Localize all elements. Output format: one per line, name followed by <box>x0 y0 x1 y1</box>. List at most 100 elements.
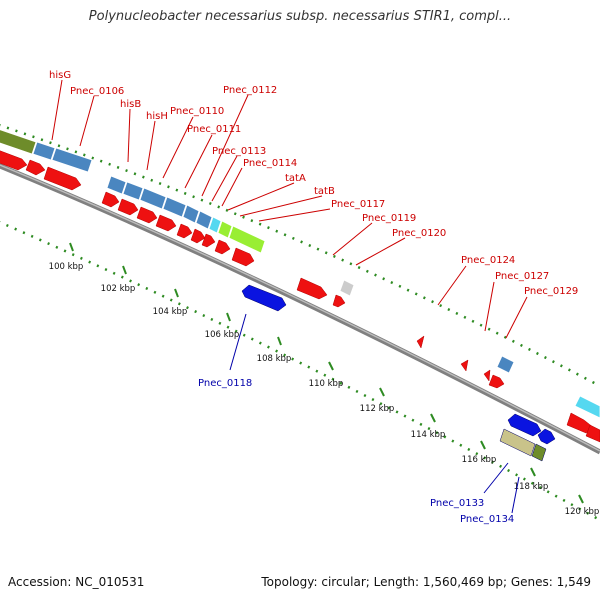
gene-label[interactable]: Pnec_0106 <box>70 86 124 97</box>
feature-box[interactable] <box>162 196 187 218</box>
forward-gene-arrow[interactable] <box>155 214 177 232</box>
label-leader <box>355 237 406 266</box>
scale-tick <box>328 361 334 371</box>
scale-label: 120 kbp <box>565 507 600 517</box>
label-leader <box>127 108 131 163</box>
forward-gene-arrow[interactable] <box>201 233 216 248</box>
genome-summary-label: Topology: circular; Length: 1,560,469 bp… <box>261 575 591 589</box>
forward-gene-arrow[interactable] <box>488 374 505 389</box>
gene-label[interactable]: Pnec_0117 <box>331 199 385 210</box>
feature-box[interactable] <box>228 225 266 254</box>
reverse-feature-box[interactable] <box>531 443 547 462</box>
gene-label[interactable]: hisB <box>120 99 141 110</box>
label-leader <box>79 95 95 147</box>
scale-ticks <box>69 242 584 504</box>
forward-gene-arrow[interactable] <box>0 150 28 171</box>
forward-gene-arrow[interactable] <box>25 159 46 176</box>
forward-gene-arrow[interactable] <box>117 198 139 216</box>
gene-label[interactable]: tatB <box>314 186 335 197</box>
forward-gene-arrow[interactable] <box>296 277 328 300</box>
feature-box[interactable] <box>182 204 200 224</box>
forward-gene-arrow[interactable] <box>136 206 158 224</box>
gene-label[interactable]: Pnec_0118 <box>198 378 252 389</box>
feature-box[interactable] <box>496 355 515 374</box>
feature-box[interactable] <box>139 187 167 210</box>
reverse-gene-arrow[interactable] <box>507 413 542 437</box>
accession-label: Accession: NC_010531 <box>8 575 145 589</box>
label-leader <box>51 79 63 141</box>
feature-box[interactable] <box>122 181 144 201</box>
feature-box[interactable] <box>106 175 127 195</box>
scale-tick <box>530 467 536 477</box>
label-leader <box>162 116 194 179</box>
scale-tick <box>174 288 179 298</box>
feature-box[interactable] <box>195 210 213 230</box>
scale-tick <box>277 336 282 346</box>
gene-label[interactable]: Pnec_0119 <box>362 213 416 224</box>
feature-box[interactable] <box>339 279 355 297</box>
forward-gene-arrow[interactable] <box>231 247 255 267</box>
gene-label[interactable]: Pnec_0134 <box>460 514 514 525</box>
scale-label: 114 kbp <box>411 430 446 440</box>
scale-label: 100 kbp <box>49 262 84 272</box>
scale-label: 110 kbp <box>309 379 344 389</box>
label-leader <box>211 155 238 202</box>
forward-gene-arrow[interactable] <box>43 166 82 191</box>
forward-gene-arrow[interactable] <box>585 424 600 443</box>
gene-label[interactable]: tatA <box>285 173 306 184</box>
gene-label[interactable]: Pnec_0110 <box>170 106 224 117</box>
scale-tick <box>122 265 127 275</box>
label-leader <box>201 94 249 197</box>
label-leader <box>239 195 323 217</box>
feature-box[interactable] <box>51 147 93 173</box>
scale-tick <box>578 494 584 504</box>
gene-label[interactable]: Pnec_0111 <box>187 124 241 135</box>
label-leader <box>511 476 520 514</box>
backbone <box>0 163 600 455</box>
label-leader <box>146 120 156 171</box>
scale-tick <box>430 413 436 423</box>
outer-feature-ring <box>0 124 600 388</box>
label-leader <box>184 134 213 189</box>
gene-label[interactable]: Pnec_0113 <box>212 146 266 157</box>
forward-gene-arrow[interactable] <box>332 294 346 308</box>
gene-label[interactable]: Pnec_0127 <box>495 271 549 282</box>
gene-label[interactable]: Pnec_0124 <box>461 255 515 266</box>
gene-label[interactable]: Pnec_0133 <box>430 498 484 509</box>
scale-label: 116 kbp <box>462 455 497 465</box>
forward-gene-arrow[interactable] <box>101 191 120 208</box>
forward-gene-arrow[interactable] <box>214 239 231 255</box>
scale-label: 118 kbp <box>514 482 549 492</box>
gene-label[interactable]: Pnec_0112 <box>223 85 277 96</box>
feature-box[interactable] <box>208 216 222 234</box>
scale-label: 106 kbp <box>205 330 240 340</box>
label-leader <box>437 265 467 306</box>
feature-box[interactable] <box>0 129 37 155</box>
forward-gene-arrow[interactable] <box>416 335 425 349</box>
forward-gene-arrow[interactable] <box>483 369 491 382</box>
gene-label[interactable]: hisG <box>49 70 71 81</box>
feature-box[interactable] <box>217 220 233 239</box>
reverse-gene-arrow[interactable] <box>537 428 556 445</box>
scale-tick <box>379 387 385 397</box>
label-leader <box>505 296 528 339</box>
feature-box[interactable] <box>32 141 56 161</box>
gene-label[interactable]: Pnec_0129 <box>524 286 578 297</box>
gene-label[interactable]: hisH <box>146 111 168 122</box>
feature-box[interactable] <box>574 395 600 419</box>
forward-gene-arrow[interactable] <box>190 228 206 244</box>
reverse-feature-box[interactable] <box>499 428 536 457</box>
forward-gene-arrow[interactable] <box>460 359 469 372</box>
label-leader <box>227 182 295 211</box>
gene-label[interactable]: Pnec_0120 <box>392 228 446 239</box>
gene-label[interactable]: Pnec_0114 <box>243 158 297 169</box>
scale-tick <box>69 242 74 252</box>
scale-label: 112 kbp <box>360 404 395 414</box>
scale-tick <box>480 440 486 450</box>
label-leader <box>332 222 373 256</box>
label-leader <box>229 313 247 371</box>
reverse-gene-arrow[interactable] <box>241 284 287 312</box>
label-leader <box>484 281 495 332</box>
forward-gene-arrow[interactable] <box>176 223 193 239</box>
